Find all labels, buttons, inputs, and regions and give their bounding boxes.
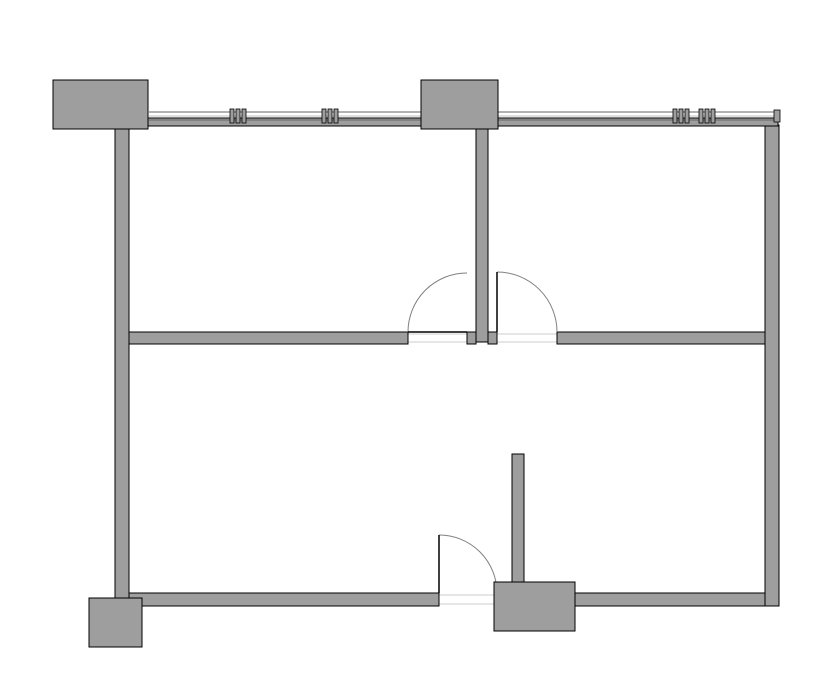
pillar-p-bot-mid xyxy=(494,582,575,631)
window-win-top-right-mullion xyxy=(711,109,715,123)
wall-int-mid-vert xyxy=(476,126,488,342)
window-win-top-right-mullion xyxy=(685,109,689,123)
window-win-top-left-mullion xyxy=(236,109,240,123)
window-win-top-right-mullion xyxy=(679,109,683,123)
pillar-p-top-left xyxy=(53,80,148,129)
window-win-top-left-mullion xyxy=(334,109,338,123)
wall-int-mid-c-2 xyxy=(488,332,497,344)
window-win-top-right-mullion xyxy=(699,109,703,123)
wall-ext-right xyxy=(765,125,779,606)
door-arc-door-left-mid xyxy=(408,273,467,332)
wall-ext-top-2 xyxy=(494,118,778,126)
window-cap-cap-tr xyxy=(774,110,780,122)
walls-layer xyxy=(115,118,779,606)
window-win-top-left-mullion xyxy=(230,109,234,123)
wall-int-mid-h-2 xyxy=(557,332,765,344)
door-arc-door-right-mid xyxy=(497,272,557,332)
pillars-layer xyxy=(53,80,575,647)
window-win-top-right-mullion xyxy=(705,109,709,123)
door-openings-layer xyxy=(408,334,557,604)
window-win-top-left-mullion xyxy=(242,109,246,123)
wall-int-mid-h-1 xyxy=(129,332,408,344)
pillar-p-top-mid xyxy=(421,80,498,129)
door-arc-door-bottom xyxy=(439,535,497,593)
window-win-top-left-mullion xyxy=(328,109,332,123)
wall-int-mid-c-1 xyxy=(467,332,476,344)
wall-int-lower-v xyxy=(512,454,524,593)
window-win-top-left-mullion xyxy=(322,109,326,123)
wall-ext-bottom-1 xyxy=(129,593,439,606)
window-win-top-right-mullion xyxy=(673,109,677,123)
pillar-p-bot-left xyxy=(89,598,142,647)
wall-ext-left xyxy=(115,128,129,606)
floor-plan xyxy=(0,0,835,678)
